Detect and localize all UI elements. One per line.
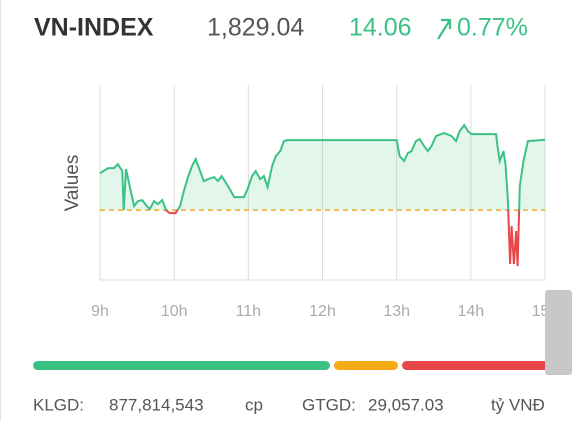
- change-percent: 0.77%: [457, 14, 528, 42]
- value-label: GTGD:: [302, 395, 356, 414]
- breadth-bar: [33, 361, 565, 370]
- value-unit: tỷ VNĐ: [491, 395, 545, 414]
- up-arrow: [437, 18, 452, 40]
- plot: 9h10h11h12h13h14h15h: [91, 85, 558, 320]
- volume-label: KLGD:: [33, 395, 84, 414]
- symbol: VN-INDEX: [34, 14, 154, 42]
- price: 1,829.04: [207, 14, 304, 42]
- y-axis-label: Values: [62, 155, 83, 212]
- x-tick-label: 13h: [383, 303, 410, 320]
- volume: 877,814,543: [109, 395, 204, 414]
- breadth-segment: [402, 361, 565, 370]
- area: [100, 125, 545, 267]
- breadth-segment: [334, 361, 398, 370]
- breadth-segment: [33, 361, 330, 370]
- scroll-handle[interactable]: [545, 290, 572, 375]
- change: 14.06: [349, 14, 412, 42]
- price-line: [99, 123, 546, 267]
- x-tick-label: 12h: [309, 303, 336, 320]
- x-tick-label: 14h: [457, 303, 484, 320]
- x-tick-label: 11h: [236, 303, 262, 320]
- x-tick-label: 9h: [91, 303, 109, 320]
- x-tick-label: 10h: [161, 303, 188, 320]
- value: 29,057.03: [368, 395, 444, 414]
- volume-unit: cp: [245, 395, 263, 414]
